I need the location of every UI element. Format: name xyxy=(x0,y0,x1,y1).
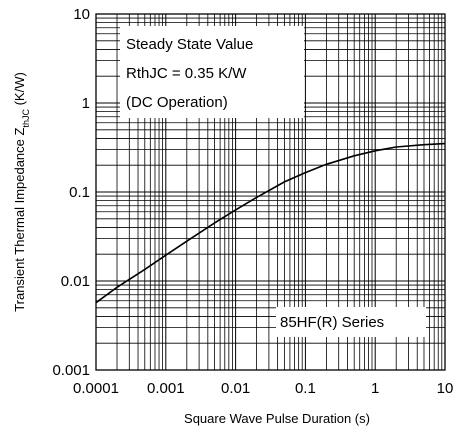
y-tick-labels: 0.001 0.01 0.1 1 10 xyxy=(52,6,90,379)
x-tick-label: 0.01 xyxy=(221,380,250,397)
y-axis-title-main: Transient Thermal Impedance Z xyxy=(12,127,27,311)
y-axis-title-subscript: thJC xyxy=(21,109,31,128)
x-tick-label: 0.0001 xyxy=(73,380,119,397)
y-tick-label: 0.01 xyxy=(61,273,90,290)
steady-state-note-line-2: RthJC = 0.35 K/W xyxy=(126,65,247,82)
x-tick-labels: 0.0001 0.001 0.01 0.1 1 10 xyxy=(73,380,453,397)
plot-area-frame xyxy=(95,13,446,371)
y-tick-label: 0.001 xyxy=(52,362,90,379)
y-tick-label: 10 xyxy=(73,6,90,23)
steady-state-note-line-1: Steady State Value xyxy=(126,36,253,53)
x-tick-label: 0.001 xyxy=(147,380,185,397)
steady-state-note-line-3: (DC Operation) xyxy=(126,94,228,111)
x-axis-title: Square Wave Pulse Duration (s) xyxy=(184,411,370,426)
y-tick-label: 1 xyxy=(82,95,90,112)
x-tick-label: 0.1 xyxy=(295,380,316,397)
series-note-box xyxy=(276,307,426,337)
y-axis-title: Transient Thermal Impedance ZthJC (K/W) xyxy=(12,72,31,312)
y-axis-title-unit: (K/W) xyxy=(12,72,27,109)
series-layer xyxy=(95,142,446,304)
y-tick-label: 0.1 xyxy=(69,184,90,201)
x-tick-label: 1 xyxy=(371,380,379,397)
steady-state-note-box xyxy=(120,26,304,118)
series-line-0 xyxy=(95,142,446,304)
series-note-line-1: 85HF(R) Series xyxy=(280,314,384,331)
x-tick-label: 10 xyxy=(437,380,454,397)
